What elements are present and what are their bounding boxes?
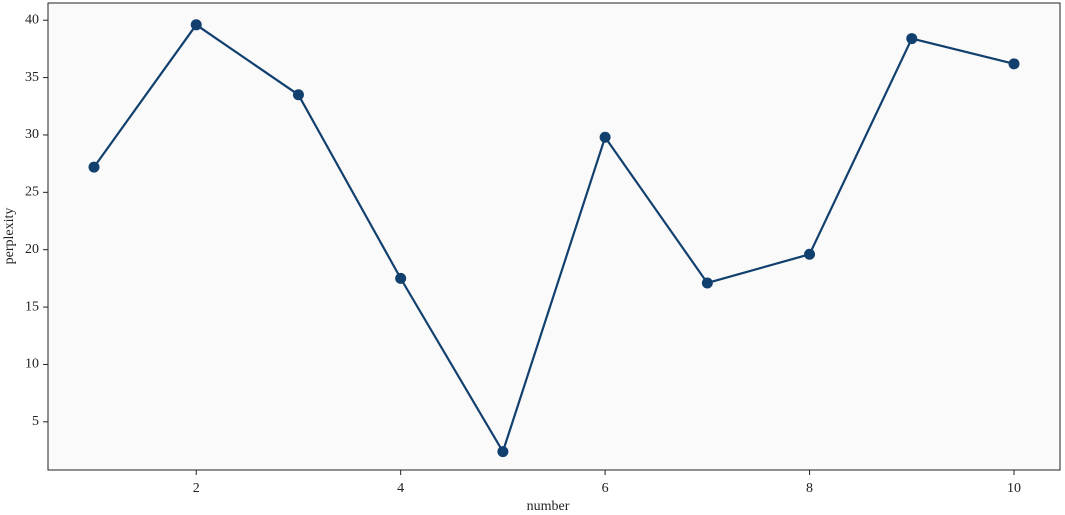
marker	[804, 248, 816, 260]
axes-frame	[47, 2, 1061, 471]
marker	[88, 161, 100, 173]
y-tick-label: 40	[25, 12, 39, 27]
x-tick-label: 10	[1007, 481, 1021, 496]
marker	[906, 33, 918, 45]
line	[93, 23, 1015, 455]
marker	[497, 446, 509, 458]
y-tick-label: 15	[25, 299, 39, 314]
x-tick-label: 6	[602, 481, 609, 496]
y-tick-label: 10	[25, 357, 39, 372]
y-tick-label: 35	[25, 70, 39, 85]
marker	[1008, 58, 1020, 70]
y-tick-label: 20	[25, 242, 39, 257]
marker	[292, 89, 304, 101]
y-tick-label: 30	[25, 127, 39, 142]
marker	[599, 131, 611, 143]
marker	[190, 19, 202, 31]
marker	[395, 272, 407, 284]
x-tick-label: 4	[397, 481, 404, 496]
x-axis-label: number	[527, 499, 570, 514]
y-tick-label: 5	[32, 414, 39, 429]
marker	[701, 277, 713, 289]
x-tick-label: 8	[806, 481, 813, 496]
plot-area	[48, 3, 1060, 470]
x-tick-label: 2	[193, 481, 200, 496]
y-axis-label: perplexity	[2, 208, 17, 265]
y-tick-label: 25	[25, 185, 39, 200]
